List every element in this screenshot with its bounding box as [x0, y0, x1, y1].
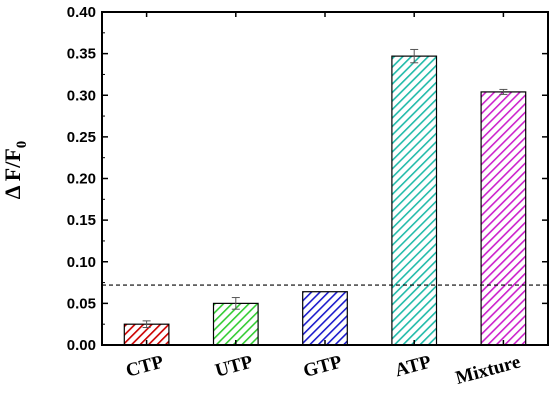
- y-tick-label: 0.05: [67, 295, 96, 312]
- bar-utp: [212, 302, 259, 346]
- x-tick-label-gtp: GTP: [301, 351, 345, 381]
- x-tick-label-mixture: Mixture: [453, 352, 522, 389]
- y-tick-label: 0.30: [67, 87, 96, 104]
- x-tick-label-utp: UTP: [213, 351, 256, 381]
- y-tick-label: 0.10: [67, 254, 96, 271]
- y-tick-label: 0.40: [67, 4, 96, 21]
- bar-gtp: [302, 291, 348, 346]
- error-bar-utp: [231, 297, 240, 310]
- y-tick-label: 0.20: [67, 171, 96, 188]
- y-axis-label: Δ F/F0: [0, 141, 30, 200]
- error-bar-atp: [410, 48, 419, 64]
- x-tick-label-ctp: CTP: [124, 351, 167, 381]
- x-tick-label-atp: ATP: [393, 351, 434, 381]
- error-bars-layer: [142, 48, 508, 329]
- bar-atp: [391, 55, 438, 346]
- y-tick-label: 0.35: [67, 46, 96, 63]
- error-bar-ctp: [142, 320, 151, 329]
- y-tick-label: 0.25: [67, 129, 96, 146]
- y-axis: 0.00 0.05 0.10 0.15 0.20 0.25 0.30 0.35 0.40: [67, 4, 548, 354]
- y-axis-label-subscript: 0: [14, 141, 30, 149]
- y-tick-label: 0.15: [67, 212, 96, 229]
- bars-layer: [123, 55, 527, 346]
- bar-mixture: [480, 91, 527, 346]
- y-axis-label-main: Δ F/F: [0, 148, 25, 199]
- error-bar-mixture: [499, 88, 508, 95]
- y-tick-label: 0.00: [67, 337, 96, 354]
